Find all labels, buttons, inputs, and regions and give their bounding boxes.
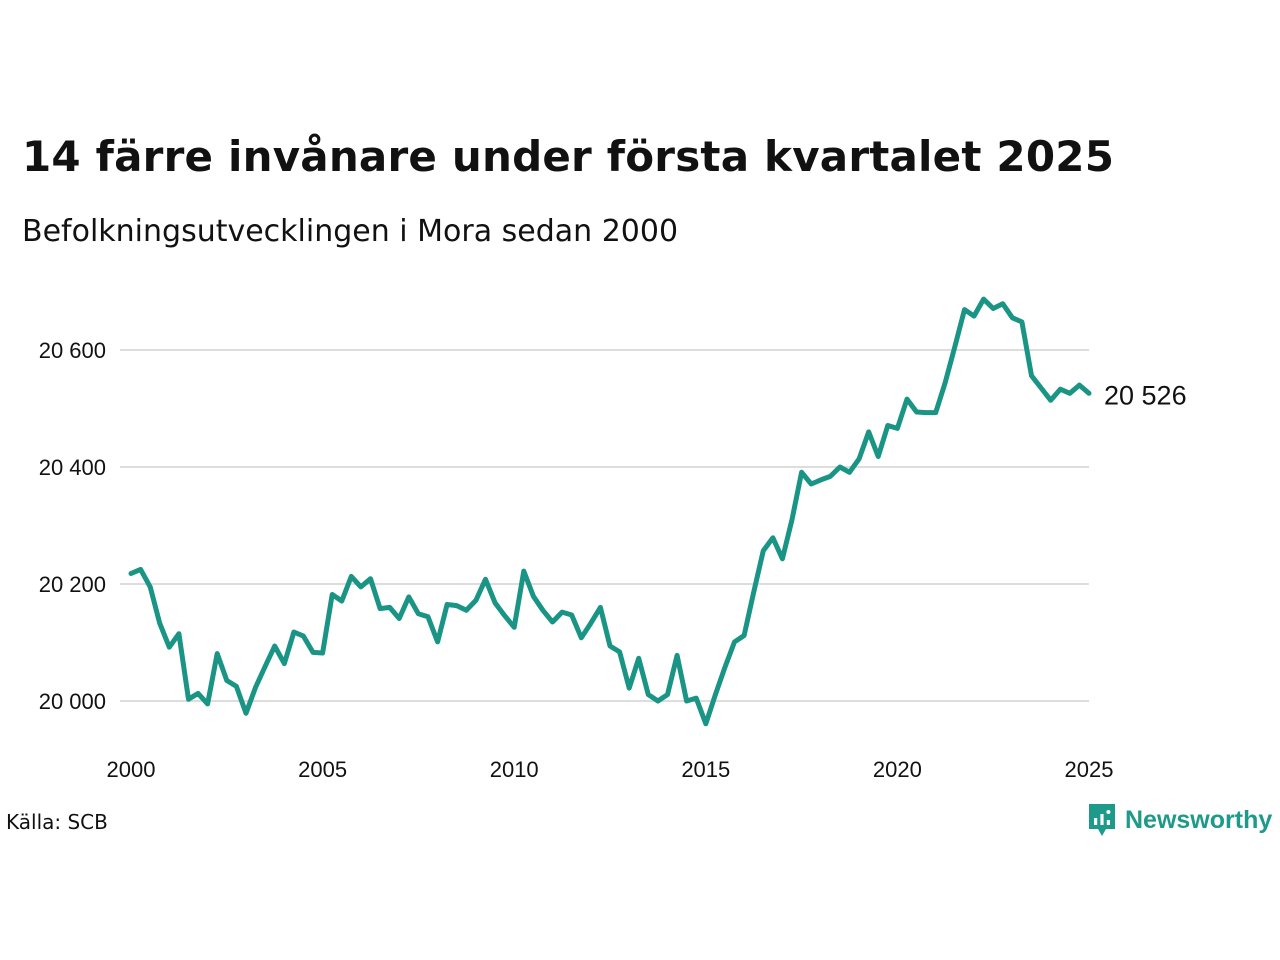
y-tick-label: 20 400 [39, 455, 106, 480]
x-tick-label: 2015 [681, 757, 730, 782]
gridlines [120, 349, 1089, 702]
x-tick-label: 2000 [107, 757, 156, 782]
y-tick-label: 20 200 [39, 572, 106, 597]
y-tick-label: 20 000 [39, 689, 106, 714]
x-tick-label: 2010 [490, 757, 539, 782]
source-note: Källa: SCB [6, 810, 108, 834]
chart-title: 14 färre invånare under första kvartalet… [22, 132, 1115, 181]
series-layer [128, 296, 1092, 727]
x-tick-label: 2025 [1065, 757, 1114, 782]
end-label-layer: 20 526 [1104, 380, 1187, 410]
x-tick-label: 2005 [298, 757, 347, 782]
brand-name: Newsworthy [1125, 805, 1273, 834]
x-axis-ticks: 2000 2005 2010 2015 2020 2025 [107, 757, 1114, 782]
series-line [128, 296, 1092, 727]
brand-logo[interactable]: Newsworthy [1087, 802, 1272, 838]
chart-subtitle: Befolkningsutvecklingen i Mora sedan 200… [22, 214, 679, 249]
x-tick-label: 2020 [873, 757, 922, 782]
y-tick-label: 20 600 [39, 338, 106, 363]
y-axis-ticks: 20 000 20 200 20 400 20 600 [39, 338, 106, 714]
end-value-label: 20 526 [1104, 380, 1187, 410]
newsworthy-logo-icon [1089, 804, 1115, 836]
